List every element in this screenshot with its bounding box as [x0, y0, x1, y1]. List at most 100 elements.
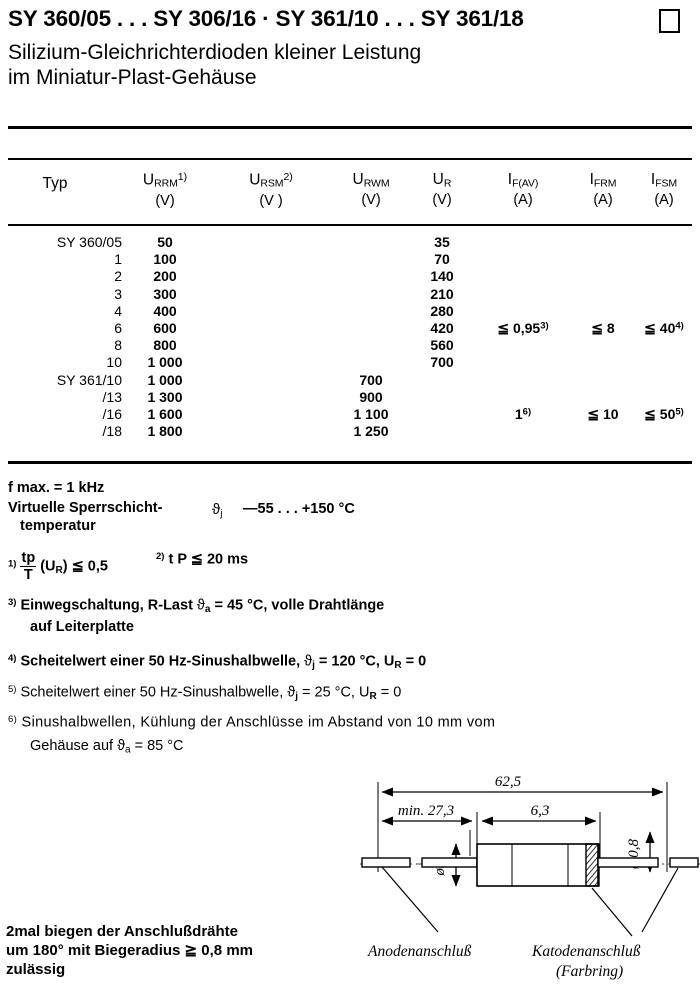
table-cell-ifsm: ≦ 404) — [644, 320, 684, 336]
rule-header-bottom — [8, 224, 692, 226]
table-cell-urrm: 1 800 — [147, 423, 183, 440]
table-cell-typ: /18 — [102, 423, 122, 440]
footnote-3-line-1: 3) Einwegschaltung, R-Last ϑa = 45 °C, v… — [8, 597, 385, 615]
table-cell-ur: 35 — [434, 234, 450, 250]
column-header-typ: Typ — [42, 175, 68, 192]
dimension-total: 62,5 — [381, 774, 664, 797]
table-cell-ifrm: ≦ 8 — [591, 320, 615, 336]
table-cell-ifav: 16) — [514, 406, 532, 422]
table-cell-ur: 210 — [430, 285, 454, 302]
table-cell-typ: SY 360/05 — [56, 234, 122, 250]
tj-label-line-2: temperatur — [20, 518, 96, 534]
table-cell-typ: 6 — [114, 320, 122, 336]
package-drawing-svg: 62,5 min. 27,3 6,3 ø3 ø 0,8 — [360, 774, 700, 980]
square-outline-icon — [659, 9, 680, 33]
table-cell-urrm: 200 — [153, 268, 177, 285]
footnote-ref: 3) — [540, 320, 549, 332]
tj-symbol: ϑj — [212, 501, 223, 520]
bend-note: 2mal biegen der Anschlußdrähte um 180° m… — [6, 922, 346, 979]
table-cell-urrm: 300 — [153, 285, 177, 302]
table-cell-ifsm: ≦ 505) — [644, 406, 684, 422]
table-cell-ur: 140 — [430, 268, 454, 285]
rule-header-top — [8, 158, 692, 160]
callout-anode-label: Anodenanschluß — [367, 943, 472, 960]
bend-note-line-2: um 180° mit Biegeradius ≧ 0,8 mm — [6, 942, 253, 959]
cathode-colour-band — [585, 843, 600, 887]
footnote-ref: 4) — [675, 320, 684, 332]
table-cell-typ: 10 — [106, 354, 122, 371]
footnote-3-line-2: auf Leiterplatte — [30, 619, 134, 635]
dimension-body: 6,3 — [481, 803, 597, 826]
table-cell-urwm: 1 250 — [353, 423, 389, 440]
page-title: SY 360/05 . . . SY 306/16 · SY 361/10 . … — [8, 6, 524, 31]
dimension-lead-min-label: min. 27,3 — [398, 803, 454, 819]
table-cell-urwm: 700 — [359, 371, 383, 388]
footnote-6-line-1: 6) Sinushalbwellen, Kühlung der Anschlüs… — [8, 714, 496, 731]
table-cell-urrm: 1 300 — [147, 388, 183, 405]
table-cell-ifav: ≦ 0,953) — [497, 320, 549, 336]
table-cell-urwm: 900 — [359, 388, 383, 405]
table-cell-urrm: 1 000 — [147, 371, 183, 388]
footnote-ref: 5) — [675, 406, 684, 418]
table-cell-urrm: 800 — [153, 337, 177, 354]
footnote-1-fraction: tp T — [20, 550, 37, 583]
column-header-urwm: URWM (V) — [352, 171, 390, 209]
subtitle-line-2: im Miniatur-Plast-Gehäuse — [8, 66, 257, 89]
column-header-ifrm: IFRM (A) — [589, 171, 617, 209]
footnote-4: 4) Scheitelwert einer 50 Hz-Sinushalbwel… — [8, 653, 427, 671]
rule-table-bottom — [8, 461, 692, 464]
footnote-2: 2) t P ≦ 20 ms — [156, 551, 249, 568]
table-cell-typ: 4 — [114, 302, 122, 319]
lead-left-outer — [361, 857, 411, 868]
page-subtitle: Silizium-Gleichrichterdioden kleiner Lei… — [8, 40, 668, 90]
callout-cathode-label-line-1: Katodenanschluß — [531, 943, 641, 960]
table-cell-ur: 70 — [434, 251, 450, 268]
table-cell-typ: /16 — [102, 406, 122, 422]
table-cell-urwm: 1 100 — [353, 406, 389, 422]
rule-top — [8, 126, 692, 129]
table-cell-typ: 1 — [114, 251, 122, 268]
table-cell-typ: 8 — [114, 337, 122, 354]
dimension-total-label: 62,5 — [495, 774, 522, 790]
table-cell-typ: /13 — [102, 388, 122, 405]
lead-right-inner — [597, 857, 659, 868]
footnote-1: 1) tp T (UR) ≦ 0,5 — [8, 550, 108, 583]
dimension-body-label: 6,3 — [531, 803, 550, 819]
package-outline-drawing: 62,5 min. 27,3 6,3 ø3 ø 0,8 — [360, 760, 700, 986]
table-cell-ifrm: ≦ 10 — [587, 406, 619, 422]
table-cell-urrm: 50 — [157, 234, 173, 250]
table-cell-urrm: 600 — [153, 320, 177, 336]
table-cell-typ: SY 361/10 — [56, 371, 122, 388]
table-cell-typ: 2 — [114, 268, 122, 285]
bend-note-line-3: zulässig — [6, 961, 66, 978]
column-header-ifav: IF(AV) (A) — [507, 171, 539, 209]
table-cell-urrm: 1 600 — [147, 406, 183, 422]
subtitle-line-1: Silizium-Gleichrichterdioden kleiner Lei… — [8, 41, 422, 64]
package-body — [476, 843, 599, 887]
column-header-ifsm: IFSM (A) — [650, 171, 678, 209]
tj-label-line-1: Virtuelle Sperrschicht- — [8, 500, 163, 516]
bend-note-line-1: 2mal biegen der Anschlußdrähte — [6, 923, 238, 940]
table-cell-typ: 3 — [114, 285, 122, 302]
table-cell-ur: 700 — [430, 354, 454, 371]
table-cell-ur: 280 — [430, 302, 454, 319]
column-header-urrm: URRM1) (V) — [142, 171, 188, 209]
table-cell-urrm: 400 — [153, 302, 177, 319]
column-header-ur: UR (V) — [432, 171, 452, 209]
table-cell-ur: 420 — [430, 320, 454, 336]
table-cell-urrm: 100 — [153, 251, 177, 268]
table-cell-ur: 560 — [430, 337, 454, 354]
column-header-ursm: URSM2) (V ) — [249, 171, 293, 209]
lead-right-outer — [669, 857, 699, 868]
tj-value: —55 . . . +150 °C — [243, 501, 355, 517]
footnote-5: 5) Scheitelwert einer 50 Hz-Sinushalbwel… — [8, 684, 402, 702]
fmax-line: f max. = 1 kHz — [8, 480, 105, 496]
callout-leaders — [381, 866, 679, 937]
table-cell-urrm: 1 000 — [147, 354, 183, 371]
footnote-ref: 6) — [522, 406, 532, 418]
lead-left-inner — [421, 857, 478, 868]
callout-cathode-label-line-2: (Farbring) — [556, 963, 623, 980]
footnote-6-line-2: Gehäuse auf ϑa = 85 °C — [30, 738, 184, 756]
dimension-lead-min: min. 27,3 — [381, 803, 473, 826]
